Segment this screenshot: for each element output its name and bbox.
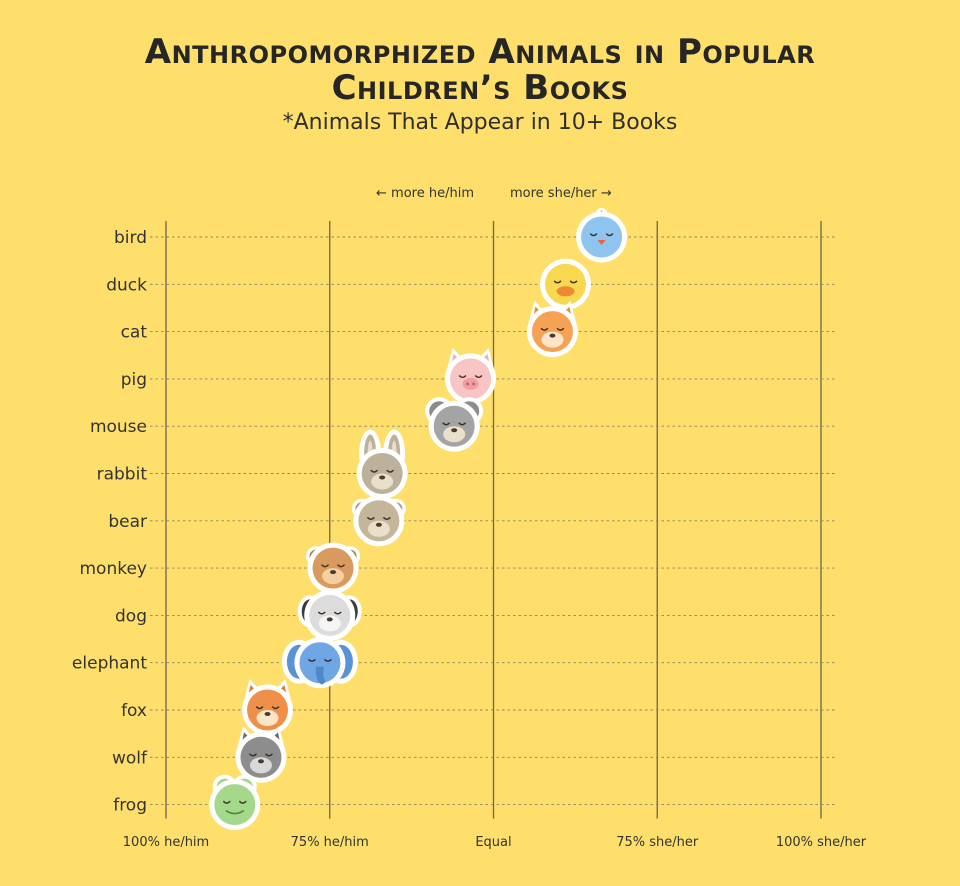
fox-icon <box>242 679 294 736</box>
chart-title-line1: Anthropomorphized Animals in Popular <box>144 32 816 72</box>
category-label: dog <box>115 606 147 626</box>
direction-label-he: ← more he/him <box>376 186 474 201</box>
x-tick-label: 75% she/her <box>616 835 699 850</box>
frog-icon <box>209 774 261 831</box>
chart-subtitle: *Animals That Appear in 10+ Books <box>282 110 678 135</box>
category-label: frog <box>113 796 147 816</box>
elephant-icon <box>281 637 358 689</box>
category-label: monkey <box>80 559 148 579</box>
direction-label-she: more she/her → <box>510 186 612 201</box>
duck-icon <box>540 258 592 310</box>
bird-icon <box>576 208 628 263</box>
wolf-icon <box>235 726 287 783</box>
chart-title: Anthropomorphized Animals in Popular Chi… <box>0 34 960 106</box>
animal-markers <box>209 208 628 831</box>
x-tick-label: 100% he/him <box>123 835 209 850</box>
category-label: bear <box>108 512 147 532</box>
x-axis: 100% he/him 75% he/him Equal 75% she/her 100… <box>123 835 867 850</box>
category-label: bird <box>114 228 147 248</box>
category-label: mouse <box>90 417 147 437</box>
category-label: wolf <box>112 748 148 768</box>
x-tick-label: 100% she/her <box>776 835 867 850</box>
dog-icon <box>297 589 362 641</box>
monkey-icon <box>306 542 361 594</box>
cat-icon <box>526 300 578 358</box>
category-label: pig <box>121 370 147 390</box>
mouse-icon <box>425 397 484 452</box>
category-label: elephant <box>72 654 147 674</box>
x-tick-label: Equal <box>475 835 511 850</box>
rabbit-icon <box>356 429 408 499</box>
category-label: rabbit <box>97 465 148 485</box>
x-tick-label: 75% he/him <box>291 835 369 850</box>
category-labels: bird duck cat pig mouse rabbit bear monkey dog el… <box>72 228 148 816</box>
bear-icon <box>351 495 406 547</box>
category-label: fox <box>121 701 147 721</box>
category-label: duck <box>106 275 147 295</box>
pig-icon <box>445 347 497 405</box>
chart-title-line2: Children’s Books <box>331 68 629 108</box>
category-label: cat <box>121 323 148 343</box>
grid <box>150 221 835 819</box>
